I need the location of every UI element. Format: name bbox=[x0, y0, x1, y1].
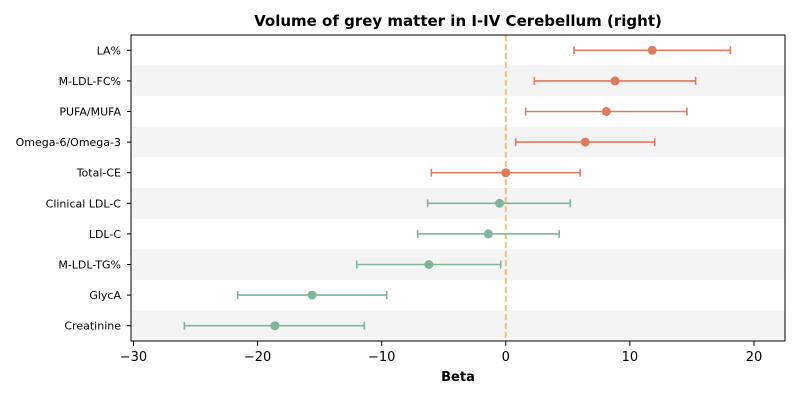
beta-point bbox=[495, 198, 505, 208]
y-tick-label: Creatinine bbox=[64, 320, 121, 333]
y-tick-label: PUFA/MUFA bbox=[59, 106, 121, 119]
y-tick-label: GlycA bbox=[89, 289, 121, 302]
beta-point bbox=[601, 107, 611, 116]
y-tick-label: M-LDL-FC% bbox=[59, 75, 121, 88]
row-band bbox=[131, 126, 785, 158]
estimate-row bbox=[430, 168, 582, 178]
chart-title: Volume of grey matter in I-IV Cerebellum… bbox=[254, 12, 662, 30]
estimate-row bbox=[236, 290, 388, 300]
estimate-row bbox=[356, 260, 502, 269]
y-tick-label: Omega-6/Omega-3 bbox=[16, 136, 121, 149]
x-tick-label: 20 bbox=[746, 350, 763, 365]
x-tick-label: −30 bbox=[120, 350, 147, 365]
x-ticks-group: −30 −20 −10 0 10 20 bbox=[120, 341, 762, 365]
estimate-row bbox=[533, 76, 697, 86]
beta-point bbox=[483, 229, 493, 239]
y-tick-label: LDL-C bbox=[89, 228, 122, 241]
beta-point bbox=[610, 76, 620, 86]
beta-point bbox=[307, 290, 317, 300]
y-tick-label: LA% bbox=[97, 44, 121, 57]
beta-point bbox=[647, 45, 657, 55]
beta-point bbox=[424, 260, 434, 269]
x-tick-label: −20 bbox=[244, 350, 271, 365]
estimate-row bbox=[426, 198, 572, 208]
x-tick-label: 10 bbox=[622, 350, 639, 365]
y-tick-label: Total-CE bbox=[76, 167, 121, 180]
beta-point bbox=[580, 137, 590, 147]
estimate-row bbox=[573, 45, 732, 55]
plot-frame bbox=[130, 34, 786, 342]
estimate-row bbox=[183, 321, 366, 331]
y-ticks-group: LA% M-LDL-FC% PUFA/MUFA Omega-6/Omega-3 Tota… bbox=[16, 44, 131, 333]
estimate-row bbox=[416, 229, 560, 239]
y-tick-label: Clinical LDL-C bbox=[46, 197, 122, 210]
marks-group bbox=[183, 45, 732, 331]
beta-point bbox=[501, 168, 511, 178]
x-tick-label: −10 bbox=[368, 350, 395, 365]
y-tick-label: M-LDL-TG% bbox=[58, 259, 121, 272]
x-axis-label: Beta bbox=[441, 370, 475, 385]
x-tick-label: 0 bbox=[502, 350, 510, 365]
estimate-row bbox=[514, 137, 656, 147]
beta-point bbox=[270, 321, 280, 331]
estimate-row bbox=[524, 107, 688, 116]
